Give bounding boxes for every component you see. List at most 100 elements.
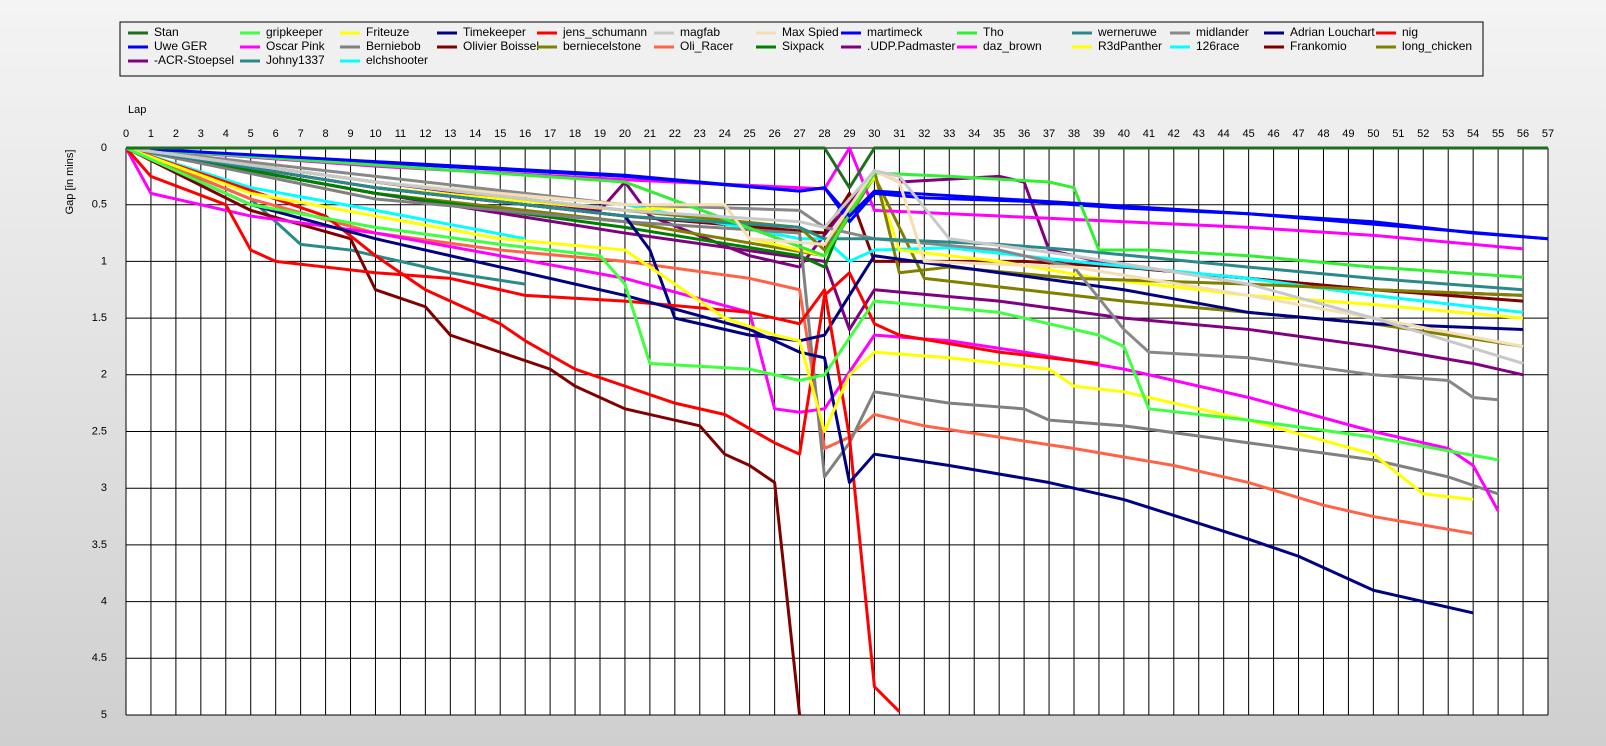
legend-label: R3dPanther — [1098, 39, 1162, 53]
x-tick-label: 13 — [444, 128, 456, 140]
x-tick-label: 7 — [298, 128, 304, 140]
legend-label: Max Spied — [782, 25, 839, 39]
x-tick-label: 15 — [494, 128, 506, 140]
x-tick-label: 43 — [1193, 128, 1205, 140]
x-tick-label: 35 — [993, 128, 1005, 140]
x-tick-label: 45 — [1243, 128, 1255, 140]
legend-label: long_chicken — [1402, 39, 1472, 53]
legend-label: 126race — [1196, 39, 1240, 53]
x-tick-label: 48 — [1317, 128, 1329, 140]
x-tick-label: 25 — [744, 128, 756, 140]
x-tick-label: 29 — [843, 128, 855, 140]
x-tick-label: 11 — [395, 128, 406, 140]
series-line — [126, 146, 851, 269]
x-tick-label: 51 — [1392, 128, 1404, 140]
series-line — [126, 146, 1524, 292]
x-tick-label: 44 — [1218, 128, 1230, 140]
x-tick-label: 33 — [943, 128, 955, 140]
series-line — [126, 147, 1500, 512]
series-line — [126, 146, 1524, 377]
x-axis-label: Lap — [128, 104, 146, 116]
legend-label: Stan — [154, 25, 179, 39]
series-line — [126, 146, 1524, 279]
legend-label: midlander — [1196, 25, 1249, 39]
series-line — [126, 146, 1499, 462]
x-tick-label: 53 — [1442, 128, 1454, 140]
x-tick-label: 14 — [469, 128, 481, 140]
x-tick-label: 26 — [769, 128, 781, 140]
series-line — [126, 146, 1548, 190]
x-tick-label: 4 — [223, 128, 229, 140]
x-tick-label: 39 — [1093, 128, 1105, 140]
x-tick-label: 54 — [1467, 128, 1479, 140]
x-tick-label: 42 — [1168, 128, 1180, 140]
x-tick-label: 19 — [594, 128, 606, 140]
legend-label: elchshooter — [366, 53, 428, 67]
series-line — [126, 146, 1474, 615]
x-tick-label: 38 — [1068, 128, 1080, 140]
legend-label: Sixpack — [782, 39, 825, 53]
y-tick-label: 0.5 — [92, 199, 107, 211]
legend-label: werneruwe — [1097, 25, 1157, 39]
legend-label: Olivier Boissel — [463, 39, 539, 53]
legend-label: magfab — [680, 25, 720, 39]
x-tick-label: 49 — [1342, 128, 1354, 140]
y-tick-label: 3 — [101, 482, 107, 494]
x-tick-label: 52 — [1417, 128, 1429, 140]
x-tick-label: 34 — [968, 128, 980, 140]
series-line — [126, 146, 1499, 496]
y-tick-label: 2 — [101, 369, 107, 381]
x-tick-label: 12 — [419, 128, 431, 140]
x-tick-label: 41 — [1143, 128, 1155, 140]
y-axis-label: Gap [in mins] — [64, 150, 76, 215]
x-tick-label: 21 — [644, 128, 656, 140]
x-tick-label: 6 — [273, 128, 279, 140]
y-tick-label: 3.5 — [92, 539, 107, 551]
legend-label: Berniebob — [366, 39, 421, 53]
legend-label: Oli_Racer — [680, 39, 733, 53]
legend-label: .UDP.Padmaster — [867, 39, 955, 53]
x-tick-label: 23 — [694, 128, 706, 140]
x-tick-label: 27 — [793, 128, 805, 140]
y-tick-label: 5 — [101, 709, 107, 721]
series-line — [126, 146, 1100, 456]
y-tick-label: 2.5 — [92, 425, 107, 437]
legend-label: jens_schumann — [562, 25, 647, 39]
legend-label: martimeck — [867, 25, 923, 39]
y-tick-label: 4 — [101, 596, 107, 608]
x-tick-label: 2 — [173, 128, 179, 140]
x-tick-label: 18 — [569, 128, 581, 140]
x-tick-label: 20 — [619, 128, 631, 140]
x-tick-label: 40 — [1118, 128, 1130, 140]
x-tick-label: 36 — [1018, 128, 1030, 140]
x-tick-label: 37 — [1043, 128, 1055, 140]
legend: Stan gripkeeper Friteuze Timekeeper jens_sch… — [128, 25, 1472, 67]
y-tick-label: 0 — [101, 142, 107, 154]
series-line — [126, 146, 1548, 241]
x-tick-label: 0 — [123, 128, 129, 140]
x-tick-label: 3 — [198, 128, 204, 140]
legend-label: Timekeeper — [463, 25, 526, 39]
legend-label: gripkeeper — [266, 25, 323, 39]
series-line — [126, 147, 901, 713]
y-tick-label: 1.5 — [92, 312, 107, 324]
y-tick-label: 1 — [101, 255, 107, 267]
legend-label: -ACR-Stoepsel — [154, 53, 234, 67]
x-tick-label: 16 — [519, 128, 531, 140]
x-tick-label: 5 — [248, 128, 254, 140]
legend-box — [119, 21, 1484, 77]
x-tick-label: 8 — [323, 128, 329, 140]
series-layer — [126, 146, 1548, 716]
series-line — [126, 146, 802, 716]
legend-label: Frankomio — [1290, 39, 1347, 53]
legend-label: Uwe GER — [154, 39, 208, 53]
legend-label: berniecelstone — [563, 39, 641, 53]
x-tick-label: 17 — [544, 128, 556, 140]
x-tick-label: 30 — [868, 128, 880, 140]
x-tick-label: 24 — [719, 128, 731, 140]
x-tick-label: 22 — [669, 128, 681, 140]
series-line — [126, 146, 1524, 365]
x-tick-label: 10 — [369, 128, 381, 140]
x-tick-label: 57 — [1542, 128, 1554, 140]
